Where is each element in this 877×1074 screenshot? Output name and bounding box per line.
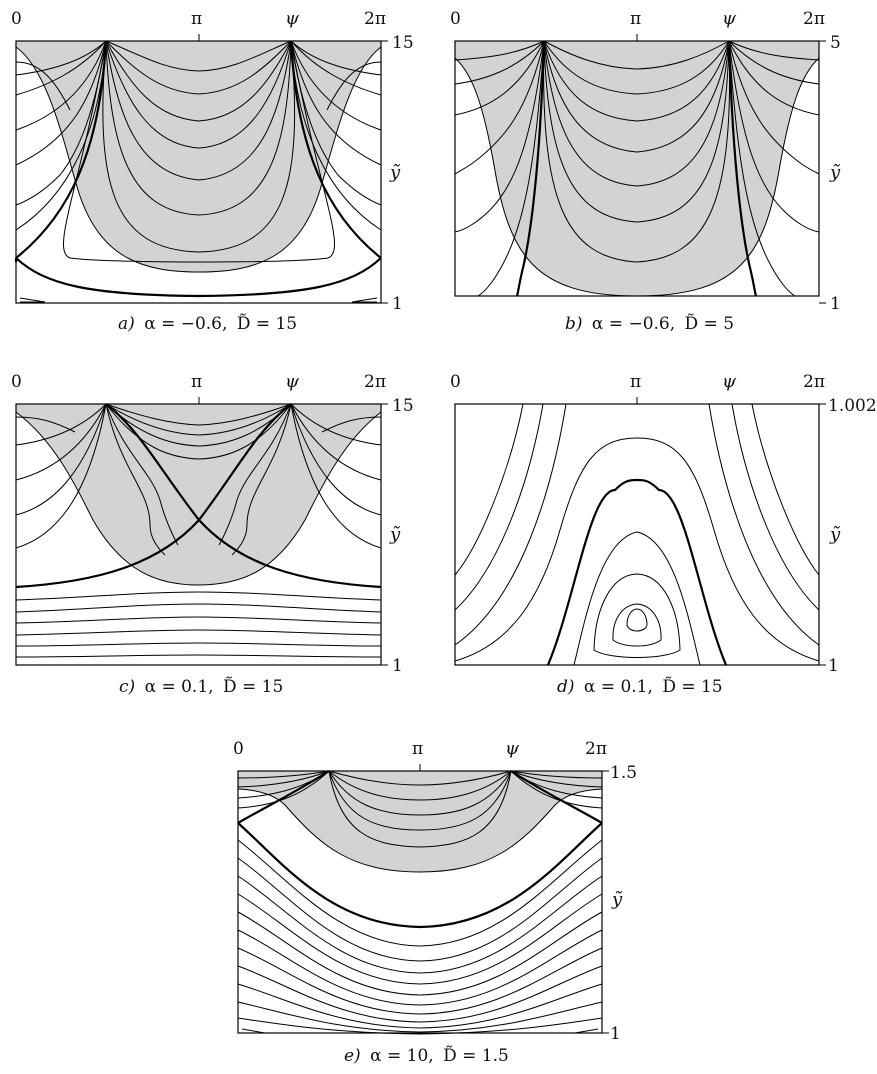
- panel-b-x-tick-0: 0: [450, 9, 461, 29]
- panel-b-x-tick-pi: π: [630, 9, 641, 29]
- panel-c-curves: [15, 403, 382, 658]
- panel-a-x-tick-0: 0: [11, 9, 22, 29]
- panel-e-curves: [237, 770, 603, 1035]
- panel-d: 0 π ψ 2π 1.002 ỹ 1 d) α = 0.1, D̃ =: [450, 371, 877, 697]
- panel-d-curves: [454, 403, 820, 666]
- panel-b-y-var: ỹ: [829, 162, 841, 183]
- panel-a-y-bottom: 1: [392, 294, 403, 314]
- panel-a-x-tick-pi: π: [191, 9, 202, 29]
- panel-c-x-var: ψ: [285, 371, 300, 392]
- panel-e-shaded-region: [237, 770, 603, 873]
- panel-d-x-tick-pi: π: [630, 372, 641, 392]
- panel-b-curves: [454, 40, 820, 297]
- panel-e-x-tick-2pi: 2π: [585, 739, 607, 759]
- panel-d-frame: [454, 403, 820, 666]
- panel-e-x-var: ψ: [505, 738, 520, 759]
- panel-e-y-var: ỹ: [611, 889, 623, 910]
- panel-e-x-tick-pi: π: [412, 739, 423, 759]
- panel-d-y-bottom: 1: [828, 656, 839, 676]
- panel-b-caption: b) α = −0.6, D̃ = 5: [565, 314, 734, 334]
- panel-e-caption: e) α = 10, D̃ = 1.5: [344, 1046, 509, 1066]
- panel-a-curves: [14, 40, 382, 303]
- panel-c-shaded-region: [15, 403, 382, 586]
- panel-c-x-tick-pi: π: [191, 372, 202, 392]
- panel-c-y-bottom: 1: [392, 656, 403, 676]
- panel-a-caption: a) α = −0.6, D̃ = 15: [118, 314, 297, 334]
- panel-c: 0 π ψ 2π 15 ỹ 1: [11, 371, 414, 697]
- panel-e: 0 π ψ 2π 1.5 ỹ 1: [233, 738, 637, 1066]
- panel-b-shaded-region: [454, 40, 820, 297]
- panel-a-shaded-region: [15, 40, 382, 273]
- panel-e-y-bottom: 1: [610, 1024, 621, 1044]
- panel-c-caption: c) α = 0.1, D̃ = 15: [119, 677, 283, 697]
- panel-b-y-top: 5: [830, 33, 841, 53]
- panel-e-x-tick-0: 0: [233, 739, 244, 759]
- panel-c-y-var: ỹ: [389, 524, 401, 545]
- panel-c-x-tick-0: 0: [11, 372, 22, 392]
- panel-b-x-var: ψ: [722, 8, 737, 29]
- panel-d-caption: d) α = 0.1, D̃ = 15: [557, 677, 723, 697]
- panel-a-y-var: ỹ: [389, 162, 401, 183]
- panel-c-x-tick-2pi: 2π: [364, 372, 386, 392]
- panel-d-x-tick-0: 0: [450, 372, 461, 392]
- panel-a-x-var: ψ: [285, 8, 300, 29]
- panel-d-x-tick-2pi: 2π: [803, 372, 825, 392]
- panel-d-y-var: ỹ: [829, 524, 841, 545]
- panel-b: 0 π ψ 2π 5 ỹ 1: [450, 8, 841, 334]
- panel-d-y-top: 1.002: [828, 396, 877, 416]
- panel-a-x-tick-2pi: 2π: [364, 9, 386, 29]
- panel-e-y-top: 1.5: [610, 763, 637, 783]
- panel-b-x-tick-2pi: 2π: [803, 9, 825, 29]
- panel-a-y-top: 15: [392, 33, 414, 53]
- panel-b-y-bottom: 1: [830, 294, 841, 314]
- panel-a: 0 π ψ 2π 15 ỹ 1: [11, 8, 414, 334]
- panel-d-x-var: ψ: [722, 371, 737, 392]
- panel-c-y-top: 15: [392, 396, 414, 416]
